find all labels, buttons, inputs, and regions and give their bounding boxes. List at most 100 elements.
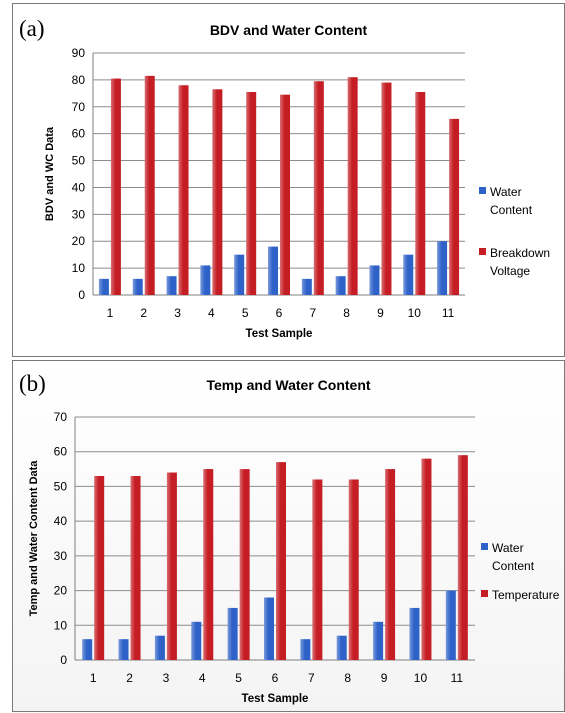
chart-panel-b: (b) Temp and Water Content 0 10 20 30 40 50 60… — [12, 360, 565, 712]
bar-chart-b: 0 10 20 30 40 50 60 70 1 2 3 4 5 6 7 8 9 10 11 Test Sample T… — [13, 361, 564, 711]
y-tick-label: 60 — [54, 445, 68, 459]
bar-breakdown-voltage-10 — [415, 92, 425, 295]
legend-label: Breakdown — [490, 246, 550, 260]
y-tick-label: 10 — [54, 618, 68, 632]
bar-temperature-9 — [385, 469, 395, 660]
bar-water-content-1 — [82, 639, 92, 660]
bar-water-content-9 — [373, 622, 383, 660]
legend-swatch — [479, 187, 486, 194]
x-tick-label: 4 — [199, 671, 206, 685]
y-tick-label: 90 — [72, 46, 86, 60]
y-tick-label: 0 — [78, 288, 85, 302]
x-tick-label: 3 — [163, 671, 170, 685]
legend-swatch — [481, 543, 488, 550]
y-tick-label: 0 — [60, 653, 67, 667]
bar-temperature-2 — [131, 476, 141, 660]
x-tick-label: 3 — [174, 306, 181, 320]
x-tick-label: 5 — [242, 306, 249, 320]
bar-breakdown-voltage-3 — [179, 85, 189, 295]
bar-water-content-7 — [302, 279, 312, 295]
x-tick-label: 2 — [126, 671, 133, 685]
y-tick-label: 40 — [54, 514, 68, 528]
x-tick-label: 9 — [381, 671, 388, 685]
bar-water-content-9 — [369, 265, 379, 295]
y-tick-label: 40 — [72, 180, 86, 194]
bar-water-content-11 — [446, 591, 456, 660]
bar-temperature-1 — [94, 476, 104, 660]
x-tick-label: 7 — [309, 306, 316, 320]
y-tick-label: 10 — [72, 261, 86, 275]
bar-water-content-3 — [167, 276, 177, 295]
bar-temperature-6 — [276, 462, 286, 660]
x-tick-label: 9 — [377, 306, 384, 320]
x-tick-label: 11 — [442, 306, 455, 320]
bar-temperature-3 — [167, 473, 177, 660]
x-tick-label: 6 — [276, 306, 283, 320]
bar-water-content-4 — [200, 265, 210, 295]
y-tick-label: 80 — [72, 73, 86, 87]
y-tick-label: 30 — [72, 207, 86, 221]
bar-breakdown-voltage-4 — [212, 89, 222, 295]
x-tick-label: 10 — [408, 306, 422, 320]
legend-swatch — [479, 248, 486, 255]
bar-water-content-2 — [133, 279, 143, 295]
bar-water-content-5 — [234, 255, 244, 295]
y-tick-label: 20 — [72, 234, 86, 248]
bar-temperature-7 — [312, 479, 322, 660]
y-tick-label: 20 — [54, 584, 68, 598]
bar-water-content-11 — [437, 241, 447, 295]
bar-water-content-8 — [336, 276, 346, 295]
bar-water-content-5 — [228, 608, 238, 660]
bar-temperature-4 — [203, 469, 213, 660]
legend-label: Water — [490, 185, 522, 199]
bar-breakdown-voltage-1 — [111, 79, 121, 295]
bar-water-content-1 — [99, 279, 109, 295]
bar-breakdown-voltage-8 — [348, 77, 358, 295]
y-tick-label: 30 — [54, 549, 68, 563]
bar-water-content-6 — [264, 598, 274, 660]
x-tick-label: 1 — [107, 306, 114, 320]
x-tick-label: 4 — [208, 306, 215, 320]
legend-label: Content — [490, 203, 533, 217]
y-tick-label: 70 — [72, 100, 86, 114]
y-tick-label: 60 — [72, 127, 86, 141]
bar-water-content-3 — [155, 636, 165, 660]
bar-water-content-2 — [119, 639, 129, 660]
legend-label: Temperature — [492, 588, 560, 602]
bar-water-content-10 — [409, 608, 419, 660]
x-tick-label: 8 — [343, 306, 350, 320]
bar-breakdown-voltage-2 — [145, 76, 155, 295]
x-axis-title: Test Sample — [242, 693, 309, 705]
bar-water-content-7 — [300, 639, 310, 660]
x-tick-label: 10 — [414, 671, 428, 685]
bar-breakdown-voltage-6 — [280, 95, 290, 295]
bar-breakdown-voltage-5 — [246, 92, 256, 295]
x-tick-label: 11 — [451, 671, 464, 685]
legend-label: Voltage — [490, 264, 530, 278]
y-tick-label: 50 — [54, 479, 68, 493]
chart-panel-a: (a) BDV and Water Content 0 10 20 30 40 50 60 7… — [12, 3, 565, 357]
x-tick-label: 1 — [90, 671, 97, 685]
x-tick-label: 5 — [235, 671, 242, 685]
bar-chart-a: 0 10 20 30 40 50 60 70 80 90 1 2 3 4 5 6 7 8 9 10 11 Test Sam… — [13, 4, 564, 356]
bar-water-content-10 — [403, 255, 413, 295]
legend-swatch — [481, 590, 488, 597]
bar-water-content-6 — [268, 247, 278, 295]
y-axis-title: Temp and Water Content Data — [28, 460, 40, 617]
bar-breakdown-voltage-7 — [314, 81, 324, 295]
legend-label: Water — [492, 541, 524, 555]
legend-label: Content — [492, 559, 535, 573]
x-axis-title: Test Sample — [246, 328, 313, 340]
bar-temperature-10 — [421, 459, 431, 660]
bar-breakdown-voltage-11 — [449, 119, 459, 295]
x-tick-label: 6 — [272, 671, 279, 685]
y-axis-title: BDV and WC Data — [44, 126, 56, 221]
bar-breakdown-voltage-9 — [381, 83, 391, 295]
bar-temperature-11 — [458, 455, 468, 660]
bar-water-content-4 — [191, 622, 201, 660]
x-tick-label: 8 — [344, 671, 351, 685]
bar-temperature-8 — [349, 479, 359, 660]
bar-temperature-5 — [240, 469, 250, 660]
y-tick-label: 50 — [72, 154, 86, 168]
x-tick-label: 7 — [308, 671, 315, 685]
